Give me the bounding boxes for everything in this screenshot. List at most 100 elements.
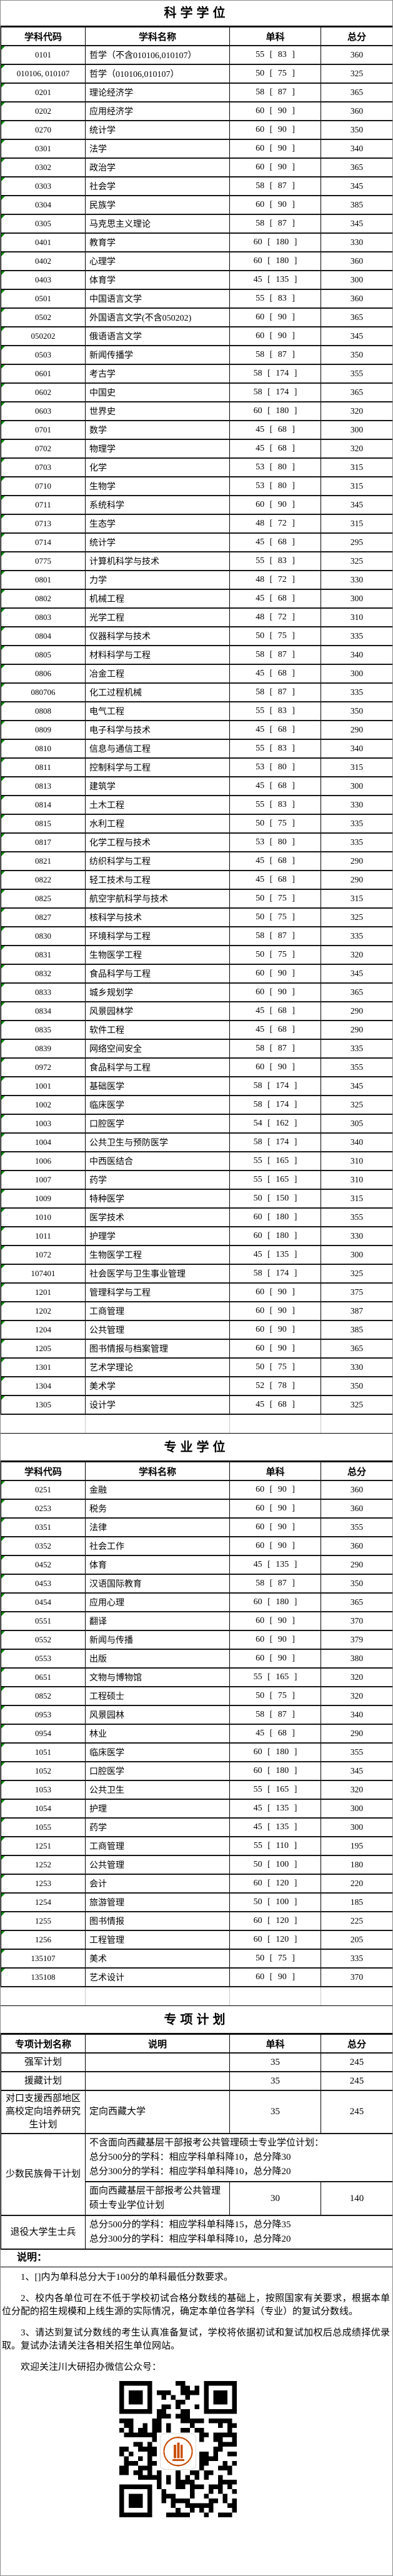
cell-subject-name: 仪器科学与技术 [85, 626, 230, 646]
green-corner-mark-icon [1, 459, 5, 462]
cell-subject-name: 材料科学与工程 [85, 645, 230, 665]
cell-single-subject: 58 [ 87 ] [229, 1705, 321, 1725]
subject-row: 0305 马克思主义理论 58 [ 87 ] 345 [1, 214, 392, 234]
cell-single-subject: 58 [ 87 ] [229, 682, 321, 702]
cell-single-subject: 60 [ 90 ] [229, 101, 321, 121]
cell-subject-code: 1010 [1, 1207, 86, 1227]
cell-subject-code: 0651 [1, 1667, 86, 1687]
subject-row: 0809 电子科学与技术 45 [ 68 ] 290 [1, 720, 392, 740]
cell-subject-code: 0972 [1, 1057, 86, 1077]
cell-single-subject: 48 [ 72 ] [229, 607, 321, 627]
green-corner-mark-icon [1, 1969, 5, 1972]
subject-row: 1007 药学 55 [ 165 ] 310 [1, 1170, 392, 1190]
cell-total-score: 220 [321, 1874, 392, 1894]
cell-total-score: 335 [321, 682, 392, 702]
cell-total-score: 325 [321, 1395, 392, 1415]
cell-subject-name: 工程硕士 [85, 1686, 230, 1706]
subject-row: 107401 社会医学与卫生事业管理 58 [ 174 ] 325 [1, 1264, 392, 1284]
cell-subject-code: 0835 [1, 1020, 86, 1040]
cell-total-score: 300 [321, 589, 392, 609]
cell-subject-code: 0301 [1, 139, 86, 159]
cell-subject-code: 0602 [1, 382, 86, 402]
green-corner-mark-icon [1, 1687, 5, 1691]
cell-single-subject: 58 [ 87 ] [229, 1039, 321, 1059]
green-corner-mark-icon [1, 177, 5, 181]
subject-row: 0303 社会学 58 [ 87 ] 345 [1, 176, 392, 196]
cell-single-subject: 60 [ 90 ] [229, 307, 321, 327]
cell-subject-name: 系统科学 [85, 495, 230, 515]
subject-row: 0813 建筑学 45 [ 68 ] 300 [1, 776, 392, 796]
cell-subject-name: 设计学 [85, 1395, 230, 1415]
subject-row: 1051 临床医学 60 [ 180 ] 355 [1, 1742, 392, 1762]
cell-subject-name: 轻工技术与工程 [85, 870, 230, 890]
subject-row: 1305 设计学 45 [ 68 ] 325 [1, 1395, 392, 1415]
green-corner-mark-icon [1, 1819, 5, 1822]
cell-subject-code: 0810 [1, 739, 86, 759]
cell-single-subject: 45 [ 68 ] [229, 439, 321, 459]
subject-row: 1201 管理科学与工程 60 [ 90 ] 375 [1, 1282, 392, 1302]
cell-total-score: 355 [321, 1057, 392, 1077]
subject-row: 1003 口腔医学 54 [ 162 ] 305 [1, 1114, 392, 1134]
cell-total: 245 [321, 2052, 392, 2072]
cell-subject-code: 0352 [1, 1536, 86, 1556]
green-corner-mark-icon [1, 1227, 5, 1231]
cell-single-subject: 55 [ 83 ] [229, 551, 321, 571]
cell-subject-name: 生物学 [85, 476, 230, 496]
cell-subject-code: 1255 [1, 1911, 86, 1931]
cell-subject-name: 图书情报 [85, 1911, 230, 1931]
cell-total-score: 310 [321, 1151, 392, 1171]
cell-subject-name: 航空宇航科学与技术 [85, 889, 230, 909]
cell-single-subject: 60 [ 90 ] [229, 1649, 321, 1669]
cell-subject-name: 软件工程 [85, 1020, 230, 1040]
cell-subject-name: 世界史 [85, 401, 230, 421]
special-plan-table: 专项计划名称 说明 单科 总分 强军计划 35 245 援藏计划 35 245 … [1, 2034, 392, 2250]
subject-row: 050202 俄语语言文学 60 [ 90 ] 345 [1, 326, 392, 346]
cell-total-score: 340 [321, 739, 392, 759]
cell-subject-name: 化学工程与技术 [85, 832, 230, 852]
cell-single: 30 [229, 2181, 321, 2216]
cell-subject-code: 1072 [1, 1245, 86, 1265]
green-corner-mark-icon [1, 1875, 5, 1879]
cell-single-subject: 60 [ 90 ] [229, 1320, 321, 1340]
desc-line: 总分300分的学科：相应学科单科降10，总分降20 [89, 2167, 291, 2177]
cell-single-subject: 60 [ 120 ] [229, 1911, 321, 1931]
cell-single-subject: 50 [ 75 ] [229, 1686, 321, 1706]
cell-total-score: 300 [321, 776, 392, 796]
cell-total-score: 310 [321, 607, 392, 627]
cell-subject-name: 风景园林学 [85, 1001, 230, 1021]
subject-row: 0553 出版 60 [ 90 ] 380 [1, 1649, 392, 1669]
cell-single-subject: 45 [ 68 ] [229, 1001, 321, 1021]
subject-row: 1253 会计 60 [ 120 ] 220 [1, 1874, 392, 1894]
cell-single-subject: 58 [ 174 ] [229, 1264, 321, 1284]
cell-subject-code: 0702 [1, 439, 86, 459]
cell-total-score: 370 [321, 1967, 392, 1987]
cell-single: 35 [229, 2071, 321, 2091]
cell-total-score: 375 [321, 1282, 392, 1302]
cell-single-subject: 60 [ 90 ] [229, 326, 321, 346]
cell-plan-desc: 面向西藏基层干部报考公共管理硕士专业学位计划 [85, 2181, 230, 2216]
cell-subject-name: 物理学 [85, 439, 230, 459]
cell-single-subject: 60 [ 90 ] [229, 982, 321, 1002]
green-corner-mark-icon [1, 1837, 5, 1841]
green-corner-mark-icon [1, 1040, 5, 1044]
cell-single-subject: 58 [ 87 ] [229, 1574, 321, 1594]
green-corner-mark-icon [1, 1575, 5, 1579]
cell-plan-desc [85, 2071, 230, 2091]
cell-subject-code: 1252 [1, 1855, 86, 1875]
cell-subject-code: 0403 [1, 270, 86, 290]
special-plan-row: 对口支援西部地区高校定向培养研究生计划 定向西藏大学 35 245 [1, 2090, 392, 2134]
cell-subject-name: 公共卫生与预防医学 [85, 1132, 230, 1152]
cell-subject-name: 美术学 [85, 1376, 230, 1396]
subject-row: 0972 食品科学与工程 60 [ 90 ] 355 [1, 1057, 392, 1077]
cell-total-score: 360 [321, 1480, 392, 1500]
col-header-subject-name: 学科名称 [85, 1461, 230, 1481]
cell-subject-code: 010106, 010107 [1, 64, 86, 84]
cell-subject-code: 1054 [1, 1799, 86, 1819]
green-corner-mark-icon [1, 1340, 5, 1344]
subject-row: 0831 生物医学工程 50 [ 75 ] 320 [1, 945, 392, 965]
cell-total-score: 365 [321, 307, 392, 327]
cell-subject-code: 0833 [1, 982, 86, 1002]
green-corner-mark-icon [1, 402, 5, 406]
cell-subject-name: 中国语言文学 [85, 289, 230, 309]
subject-row: 0822 轻工技术与工程 45 [ 68 ] 290 [1, 870, 392, 890]
